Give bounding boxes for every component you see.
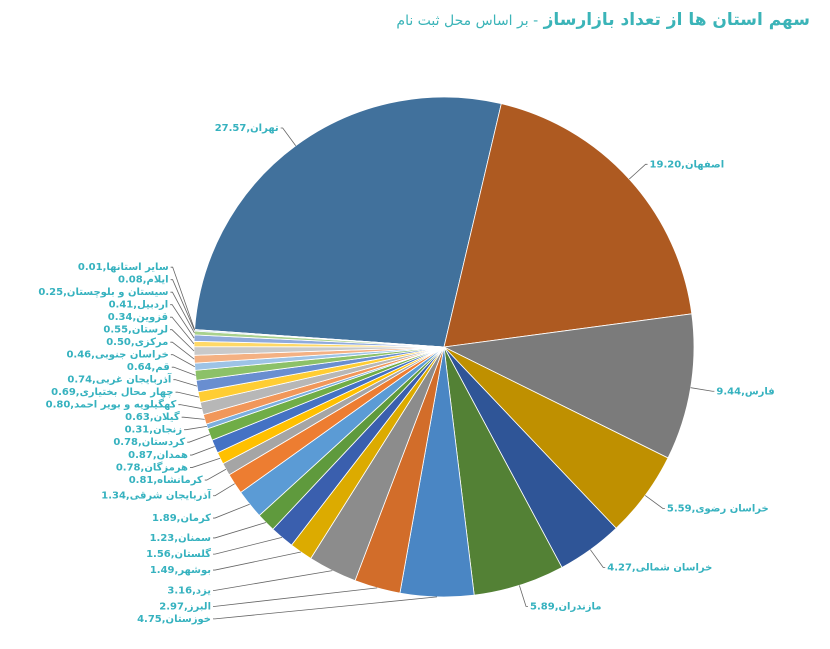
data-label: آذربایجان شرقی,1.34 [101,489,211,502]
leader-line [213,483,235,497]
chart-title: سهم استان ها از تعداد بازارساز [543,10,810,30]
leader-line [181,416,205,420]
data-label: خراسان جنوبی,0.46 [66,350,168,361]
leader-line [213,596,438,620]
leader-line [204,468,227,481]
leader-line [170,316,195,345]
data-label: اصفهان,19.20 [650,159,725,170]
leader-line [280,127,297,146]
data-label: زنجان,0.31 [125,425,183,436]
data-label: قم,0.64 [127,362,170,373]
data-label: چهار محال بختیاری,0.69 [51,387,173,398]
data-label: خراسان رضوی,5.59 [667,503,769,514]
data-label: فارس,9.44 [716,386,774,397]
leader-line [171,366,196,376]
leader-line [187,434,210,443]
leader-line [190,457,221,468]
data-label: یزد,3.16 [167,585,211,596]
data-label: آذربایجان غربی,0.74 [67,373,172,386]
data-label: کهگیلویه و بویر احمد,0.80 [46,398,177,411]
data-label: کرمانشاه,0.81 [129,475,203,486]
leader-line [170,279,195,331]
leader-line [518,585,529,607]
data-label: کردستان,0.78 [113,437,185,448]
data-label: سمنان,1.23 [150,533,212,544]
data-label: البرز,2.97 [159,601,211,612]
data-label: همدان,0.87 [128,450,188,461]
leader-line [184,426,208,431]
leader-line [170,341,195,360]
leader-line [644,495,665,509]
data-label: گیلان,0.63 [125,410,180,423]
leader-line [170,354,195,368]
leader-line [170,329,195,352]
data-label: مرکزی,0.50 [106,337,168,348]
data-label: بوشهر,1.49 [150,565,211,576]
title-block: سهم استان ها از تعداد بازارساز - بر اساس… [396,10,810,30]
data-label: کرمان,1.89 [152,513,211,524]
leader-line [690,387,715,392]
data-label: خراسان شمالی,4.27 [607,563,712,574]
leader-line [590,549,606,568]
data-label: هرمزگان,0.78 [116,461,188,474]
data-label: اردبیل,0.41 [109,300,169,311]
data-label: سیستان و بلوچستان,0.25 [38,287,168,298]
leader-line [170,291,195,334]
leader-line [213,537,283,555]
leader-line [173,379,198,387]
leader-line [628,163,648,180]
data-label: مازندران,5.89 [530,601,601,612]
data-label: قزوین,0.34 [108,312,168,323]
leader-line [213,570,333,591]
chart-subtitle: - بر اساس محل ثبت نام [396,13,539,29]
leader-line [213,522,267,539]
leader-line [190,446,215,456]
leader-line [175,391,200,398]
leader-line [213,551,302,571]
leader-line [213,503,250,519]
data-label: خوزستان,4.75 [137,614,211,625]
leader-line [170,266,195,330]
leader-line [170,304,195,339]
data-label: ایلام,0.08 [118,275,169,286]
data-label: گلستان,1.56 [146,547,211,560]
pie-slice [443,103,693,348]
data-label: سایر استانها,0.01 [78,262,169,273]
leader-line [178,404,202,409]
leader-line [213,587,378,607]
data-label: تهران,27.57 [215,123,279,134]
data-label: لرستان,0.55 [103,325,168,336]
pie-slice [194,96,502,348]
